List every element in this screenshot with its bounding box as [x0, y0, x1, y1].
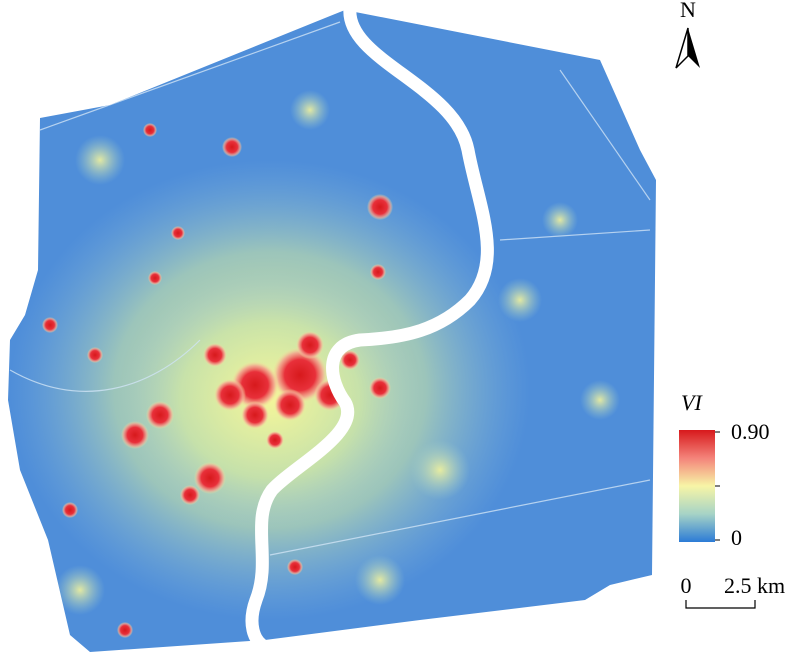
road	[499, 229, 651, 241]
legend-min: 0	[731, 525, 742, 550]
legend-title: VI	[681, 390, 703, 415]
roads	[9, 21, 651, 556]
north-arrow: N	[675, 0, 700, 69]
hot-spot	[171, 226, 185, 240]
warm-spot	[75, 135, 125, 185]
north-label: N	[680, 0, 696, 22]
warm-spot	[55, 565, 105, 615]
road	[269, 479, 651, 556]
hot-spot	[340, 350, 360, 370]
hot-spot	[274, 389, 306, 421]
warm-spot	[410, 440, 470, 500]
warm-spot	[580, 380, 620, 420]
color-ramp	[679, 430, 715, 542]
hot-spot	[62, 502, 78, 518]
hot-spot	[214, 379, 246, 411]
road	[559, 69, 651, 201]
scale-start: 0	[681, 573, 692, 598]
warm-spot	[542, 202, 578, 238]
hot-spot	[370, 264, 386, 280]
hot-spot	[296, 331, 324, 359]
map-area	[8, 10, 656, 652]
north-arrow-left	[675, 27, 689, 69]
hot-spot	[121, 421, 149, 449]
hot-spot	[148, 271, 162, 285]
hot-spot	[272, 347, 328, 403]
warm-spot	[498, 278, 542, 322]
legend-max: 0.90	[731, 419, 770, 444]
warm-spot	[355, 555, 405, 605]
road	[9, 339, 201, 392]
hot-spot	[180, 485, 200, 505]
scale-end: 2.5 km	[724, 573, 785, 598]
hot-spot	[222, 137, 242, 157]
warm-spots	[55, 90, 620, 615]
hot-spot	[87, 347, 103, 363]
hot-spots	[42, 123, 393, 638]
hot-spot	[367, 194, 393, 220]
hot-spot	[287, 559, 303, 575]
hot-spot	[241, 401, 269, 429]
warm-spot	[290, 90, 330, 130]
hot-spot	[266, 431, 284, 449]
hot-spot	[194, 462, 226, 494]
river	[245, 1, 494, 652]
hot-spot	[42, 317, 58, 333]
hot-spot	[143, 123, 157, 137]
road	[39, 21, 341, 131]
scale-bar: 0 2.5 km	[681, 573, 785, 609]
hot-spot	[117, 622, 133, 638]
scale-line	[685, 600, 756, 609]
north-arrow-right	[688, 28, 700, 68]
hot-spot	[146, 401, 174, 429]
legend: VI 0.90 0	[679, 390, 770, 550]
hot-spot	[369, 377, 391, 399]
hot-spot	[203, 343, 227, 367]
